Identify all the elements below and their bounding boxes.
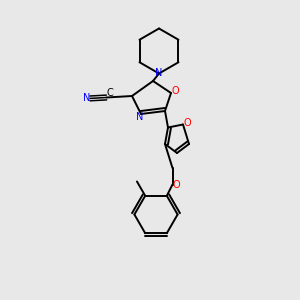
- Text: N: N: [155, 68, 163, 79]
- Text: O: O: [171, 86, 179, 97]
- Text: C: C: [106, 88, 113, 98]
- Text: O: O: [173, 179, 181, 190]
- Text: O: O: [183, 118, 191, 128]
- Text: N: N: [83, 93, 90, 103]
- Text: N: N: [136, 112, 143, 122]
